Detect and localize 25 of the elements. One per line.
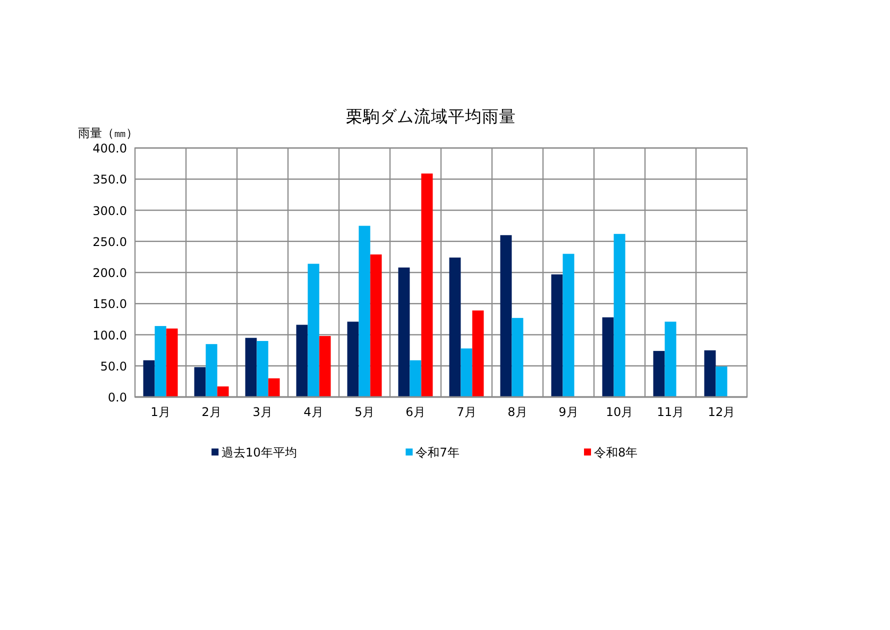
x-tick-label: 11月 — [656, 405, 684, 419]
y-tick-label: 50.0 — [100, 359, 127, 374]
x-tick-label: 3月 — [252, 405, 272, 419]
y-tick-label: 200.0 — [92, 266, 127, 280]
x-tick-label: 7月 — [456, 405, 476, 419]
y-tick-label: 100.0 — [92, 328, 127, 342]
ylabel: 雨量（㎜） — [78, 126, 138, 140]
x-tick-label: 8月 — [508, 405, 528, 419]
y-tick-label: 350.0 — [92, 172, 127, 187]
x-tick-label: 6月 — [406, 405, 426, 419]
x-tick-label: 10月 — [606, 405, 634, 419]
legend-label: 令和7年 — [416, 446, 460, 460]
y-tick-label: 300.0 — [92, 204, 127, 218]
y-tick-label: 250.0 — [92, 234, 127, 249]
y-tick-label: 400.0 — [92, 142, 127, 156]
legend-label: 令和8年 — [594, 446, 638, 460]
x-tick-label: 4月 — [304, 405, 324, 419]
x-tick-label: 5月 — [354, 405, 374, 419]
title: 栗駒ダム流域平均雨量 — [346, 107, 516, 126]
y-tick-label: 0.0 — [108, 390, 127, 404]
x-tick-label: 9月 — [558, 405, 578, 419]
x-tick-label: 1月 — [150, 405, 170, 419]
x-tick-label: 2月 — [202, 405, 222, 419]
x-tick-label: 12月 — [708, 405, 736, 419]
y-tick-label: 150.0 — [92, 297, 127, 312]
